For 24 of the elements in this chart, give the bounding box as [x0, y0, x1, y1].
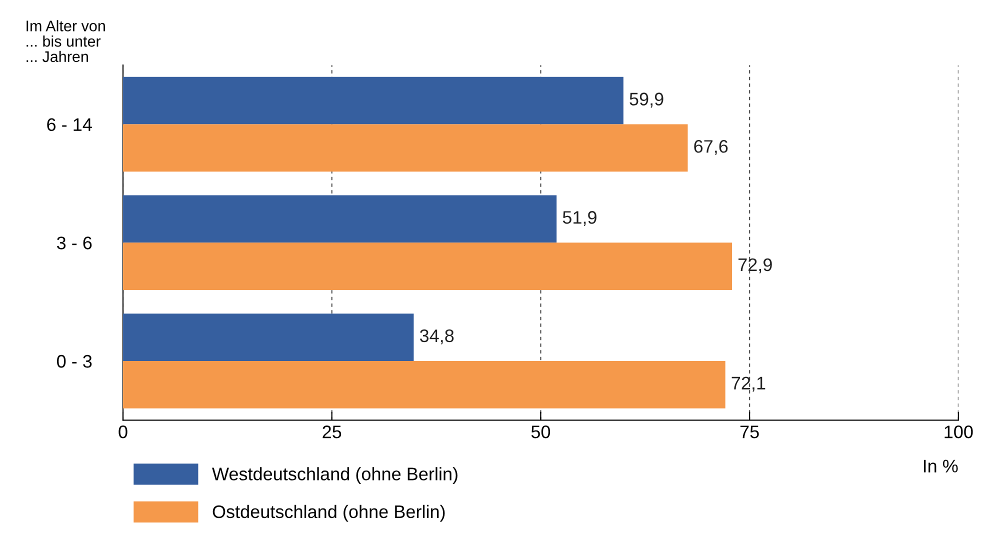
legend-label: Ostdeutschland (ohne Berlin): [212, 504, 445, 522]
data-label: 72,9: [738, 258, 772, 274]
data-label: 72,1: [732, 376, 766, 392]
y-tick-label: 3 - 6: [57, 236, 92, 250]
x-tick-label: 100: [944, 426, 973, 438]
bar: [123, 314, 414, 361]
x-tick-label: 0: [118, 426, 128, 438]
y-tick-label: 6 - 14: [47, 118, 92, 131]
data-label: 34,8: [420, 329, 454, 344]
x-tick-label: 25: [322, 426, 342, 438]
x-tick-label: 75: [740, 426, 759, 438]
data-label: 59,9: [630, 92, 664, 108]
bar: [123, 242, 732, 290]
bar: [123, 195, 557, 243]
bar: [123, 124, 688, 172]
x-tick-label: 50: [531, 426, 550, 438]
y-tick-label: 0 - 3: [57, 354, 92, 368]
x-axis-title: In %: [924, 460, 958, 472]
data-label: 51,9: [562, 211, 596, 226]
y-axis-title: Im Alter von ... bis unter ... Jahren: [26, 20, 105, 62]
data-label: 67,6: [694, 140, 728, 155]
bar: [123, 361, 726, 408]
legend-label: Westdeutschland (ohne Berlin): [212, 467, 458, 484]
bar: [123, 76, 624, 124]
